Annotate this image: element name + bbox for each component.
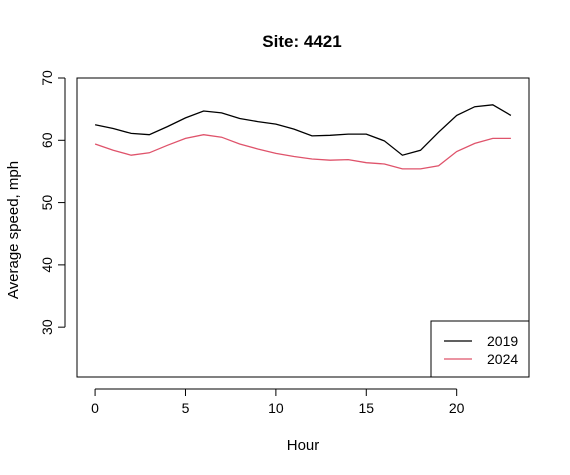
legend-label-2019: 2019 (487, 333, 518, 349)
series-line-2024 (94, 134, 511, 170)
x-tick-label: 15 (358, 400, 374, 416)
y-tick-label: 60 (39, 132, 55, 148)
x-tick-label: 0 (91, 400, 99, 416)
series-line-2019 (94, 104, 512, 156)
y-axis: 30 40 50 60 70 (39, 70, 66, 335)
series-layer (94, 104, 512, 170)
y-axis-label: Average speed, mph (5, 161, 22, 299)
y-tick-label: 70 (39, 70, 55, 86)
x-tick-label: 10 (268, 400, 284, 416)
y-tick-label: 50 (39, 195, 55, 211)
y-tick-label: 30 (39, 319, 55, 335)
x-axis-label: Hour (287, 437, 320, 454)
legend-box (430, 320, 530, 378)
legend: 2019 2024 (430, 320, 530, 378)
legend-label-2024: 2024 (487, 351, 518, 367)
x-axis: 0 5 10 15 20 (91, 388, 465, 416)
x-tick-label: 20 (449, 400, 465, 416)
plot-frame (76, 77, 530, 378)
chart-title: Site: 4421 (262, 32, 341, 51)
y-tick-label: 40 (39, 257, 55, 273)
x-tick-label: 5 (182, 400, 190, 416)
